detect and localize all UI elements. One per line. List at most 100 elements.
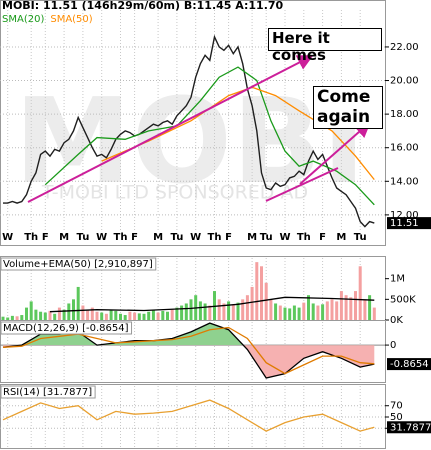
y-tick-label: 16.00 xyxy=(390,143,419,154)
volume-bar xyxy=(222,303,226,320)
x-tick-label: W xyxy=(279,232,290,243)
volume-bar xyxy=(368,295,372,320)
volume-bar xyxy=(137,313,141,320)
volume-bar xyxy=(288,308,292,320)
background-layer: MOBI T-MOBI LTD SPONSORED AD xyxy=(14,72,366,210)
volume-bar xyxy=(227,301,231,320)
legend-entry: SMA(50) xyxy=(50,14,92,25)
volume-bar xyxy=(43,312,47,320)
x-tick-label: F xyxy=(42,232,49,243)
volume-bar xyxy=(363,299,367,320)
y-tick-label: 500K xyxy=(390,294,416,305)
volume-bar xyxy=(147,311,151,320)
volume-bar xyxy=(10,315,14,320)
volume-bar xyxy=(142,313,146,320)
volume-bar xyxy=(264,282,268,320)
panel-frame xyxy=(0,0,386,246)
volume-bar xyxy=(156,312,160,320)
volume-bar xyxy=(189,299,193,320)
volume-bar xyxy=(81,305,85,320)
volume-bar xyxy=(208,305,212,320)
trend-arrow xyxy=(299,121,371,185)
value-box-label: -0.8654 xyxy=(390,359,429,370)
main-line xyxy=(3,34,375,228)
volume-bar xyxy=(283,307,287,320)
value-box xyxy=(387,421,431,434)
volume-bar xyxy=(198,301,202,320)
x-tick-label: Th xyxy=(114,232,128,243)
volume-bar xyxy=(86,309,90,320)
x-tick-label: W xyxy=(96,232,107,243)
volume-bar xyxy=(114,310,118,320)
volume-bar xyxy=(321,304,325,320)
x-tick-label: Th xyxy=(208,232,222,243)
volume-bar xyxy=(260,266,263,320)
volume-bar xyxy=(76,286,80,320)
watermark-subtitle: T-MOBI LTD SPONSORED AD xyxy=(41,182,308,204)
x-tick-label: M xyxy=(247,232,257,243)
volume-bar xyxy=(269,299,273,320)
volume-bar xyxy=(170,309,174,320)
y-tick-label: 0K xyxy=(390,315,403,326)
volume-bar xyxy=(39,311,43,320)
volume-bar xyxy=(29,301,33,320)
volume-bar xyxy=(349,297,353,320)
volume-bar xyxy=(104,313,108,320)
volume-bar xyxy=(217,299,221,320)
volume-bar xyxy=(48,310,52,320)
volume-bar xyxy=(166,311,169,320)
volume-bar xyxy=(6,317,10,320)
volume-bar xyxy=(302,302,306,320)
x-tick-label: F xyxy=(225,232,232,243)
grid-layer xyxy=(0,0,389,449)
value-box xyxy=(387,217,431,230)
legend-entry: SMA(20) xyxy=(2,14,44,25)
panel-title-bg xyxy=(0,257,157,271)
volume-bar xyxy=(245,295,249,320)
x-tick-label: M xyxy=(59,232,69,243)
y-tick-label: 12.00 xyxy=(390,210,419,221)
volume-bar xyxy=(109,309,113,320)
panel-title: RSI(14) [31.7877] xyxy=(3,387,92,398)
value-box xyxy=(387,358,431,371)
x-tick-label: W xyxy=(2,232,13,243)
volume-bar xyxy=(255,262,259,320)
volume-bar xyxy=(231,304,235,320)
y-tick-label: 14.00 xyxy=(390,176,419,187)
volume-bar xyxy=(213,291,216,320)
volume-bar xyxy=(358,266,362,320)
x-tick-label: Tu xyxy=(354,232,367,243)
series-line xyxy=(101,86,375,181)
chart-title: MOBI: 11.51 (146h29m/60m) B:11.45 A:11.7… xyxy=(2,0,284,12)
volume-bar xyxy=(344,295,348,320)
x-tick-label: M xyxy=(336,232,346,243)
volume-bar xyxy=(72,299,75,320)
y-tick-label: 70 xyxy=(390,401,403,412)
volume-bar xyxy=(161,310,165,320)
volume-bar xyxy=(339,291,343,320)
x-tick-label: Tu xyxy=(260,232,273,243)
y-tick-label: 20.00 xyxy=(390,76,419,87)
volume-bar xyxy=(203,303,207,320)
panel-title: Volume+EMA(50) [2,910,897] xyxy=(3,259,153,270)
volume-bar xyxy=(57,307,61,320)
volume-bar xyxy=(307,295,310,320)
trend-line xyxy=(265,167,339,202)
volume-bar xyxy=(241,299,245,320)
volume-bar xyxy=(90,307,94,320)
macd-area xyxy=(21,323,244,346)
panel-title-bg xyxy=(0,385,96,399)
main-line xyxy=(2,326,375,375)
volume-bar xyxy=(325,301,329,320)
y-tick-label: 1M xyxy=(390,274,405,285)
macd-area xyxy=(3,345,375,378)
trend-lines xyxy=(27,55,371,203)
volume-bar xyxy=(100,312,104,320)
volume-bar xyxy=(330,299,334,320)
volume-bar xyxy=(292,305,296,320)
volume-bar xyxy=(311,303,315,320)
trend-arrow xyxy=(27,55,314,203)
volume-bar xyxy=(53,313,57,320)
